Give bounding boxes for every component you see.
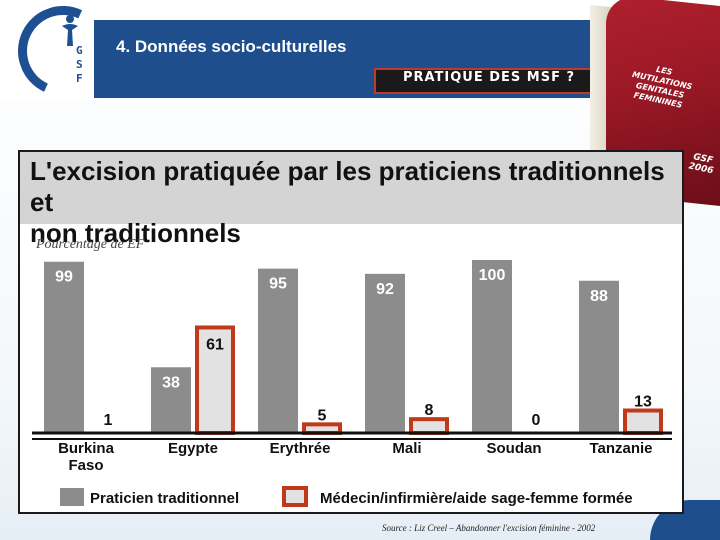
y-axis-label: Pourcentage de EF	[35, 237, 145, 252]
data-label-traditional: 88	[590, 288, 608, 305]
legend-swatch-traditional	[60, 488, 84, 506]
data-label-non-traditional: 1	[104, 412, 113, 429]
bar-traditional	[258, 268, 298, 433]
data-label-traditional: 92	[376, 281, 394, 298]
data-label-non-traditional: 13	[634, 394, 652, 411]
legend-label-traditional: Praticien traditionnel	[90, 490, 239, 507]
source-citation: Source : Liz Creel – Abandonner l'excisi…	[382, 523, 596, 533]
logo-letter-s: S	[76, 58, 83, 71]
bar-traditional	[472, 260, 512, 433]
data-label-non-traditional: 5	[318, 407, 327, 424]
bar-non-traditional	[195, 325, 235, 435]
logo-letter-g: G	[76, 44, 83, 57]
chart-title-line-2: non traditionnels	[30, 218, 241, 248]
chart-frame: L'excision pratiquée par les praticiens …	[18, 150, 684, 514]
section-subtitle: PRATIQUE DES MSF ?	[374, 68, 604, 94]
bar-traditional	[151, 367, 191, 433]
page-title: 4. Données socio-culturelles	[116, 37, 347, 56]
bar-non-traditional	[623, 408, 663, 436]
category-label: Soudan	[487, 440, 542, 457]
category-label: Tanzanie	[589, 440, 652, 457]
gsf-logo: G S F	[0, 0, 121, 109]
bar-traditional	[44, 261, 84, 433]
legend-label-non-traditional: Médecin/infirmière/aide sage-femme formé…	[320, 490, 633, 507]
data-label-traditional: 95	[269, 276, 287, 293]
data-label-non-traditional: 8	[425, 402, 434, 419]
data-label-traditional: 38	[162, 374, 180, 391]
category-label: Mali	[392, 440, 421, 457]
legend-swatch-non-traditional	[282, 486, 308, 507]
category-label: Egypte	[168, 440, 218, 457]
logo-figure-icon	[62, 15, 78, 46]
data-label-non-traditional: 0	[532, 412, 541, 429]
bar-traditional	[365, 273, 405, 433]
data-label-traditional: 99	[55, 269, 73, 286]
logo-letters: G S F	[76, 44, 83, 86]
data-label-non-traditional: 61	[206, 336, 224, 353]
data-label-traditional: 100	[479, 267, 506, 284]
chart-title-band: L'excision pratiquée par les praticiens …	[20, 152, 682, 248]
bar-non-traditional	[409, 417, 449, 436]
chart-title: L'excision pratiquée par les praticiens …	[30, 156, 680, 249]
category-label: Burkina	[58, 440, 115, 457]
chart-title-line-1: L'excision pratiquée par les praticiens …	[30, 156, 665, 217]
category-label: Erythrée	[270, 440, 331, 457]
category-label: Faso	[68, 457, 103, 474]
header-banner: 4. Données socio-culturelles PRATIQUE DE…	[94, 20, 606, 98]
logo-letter-f: F	[76, 72, 83, 85]
bar-traditional	[579, 280, 619, 433]
